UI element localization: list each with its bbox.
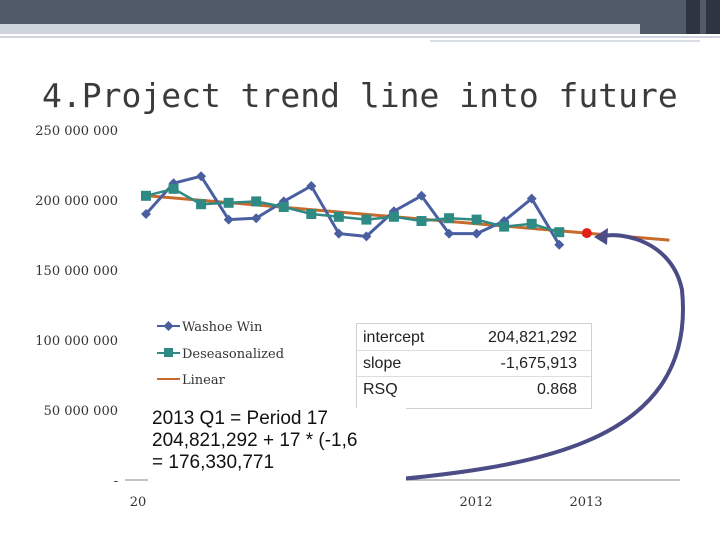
legend-marker — [164, 348, 173, 357]
slide-title: 4.Project trend line into future — [42, 76, 678, 115]
deseasonalized-point — [471, 214, 482, 225]
deseasonalized-point — [526, 218, 537, 229]
legend-label: Washoe Win — [182, 320, 263, 335]
washoe-win-point — [141, 209, 151, 219]
deseasonalized-series — [141, 183, 565, 238]
stats-value: 204,821,292 — [488, 329, 577, 346]
stats-value: 0.868 — [536, 381, 577, 398]
y-axis-ticks: 250 000 000 200 000 000 150 000 000 100 000… — [35, 124, 118, 489]
callout-arrow — [321, 233, 685, 489]
washoe-win-series — [141, 171, 565, 250]
washoe-win-point — [223, 214, 234, 225]
slide-header-corner — [686, 0, 700, 34]
stats-row-intercept: intercept 204,821,292 — [357, 328, 591, 351]
deseasonalized-point — [251, 196, 262, 207]
stats-label: RSQ — [363, 381, 398, 398]
legend-label: Linear — [182, 373, 226, 388]
stats-label: slope — [363, 355, 402, 372]
washoe-win-point — [196, 171, 207, 182]
deseasonalized-point — [388, 211, 399, 222]
note-line: 2013 Q1 = Period 17 — [152, 408, 328, 429]
deseasonalized-point — [499, 221, 510, 232]
legend-marker — [163, 321, 174, 331]
deseasonalized-point — [416, 216, 427, 226]
regression-stats-table: intercept 204,821,292 slope -1,675,913 R… — [356, 323, 592, 409]
x-tick-label: 2013 — [569, 495, 602, 510]
deseasonalized-line — [145, 187, 560, 234]
washoe-win-point — [416, 190, 427, 201]
legend-label: Deseasonalized — [182, 347, 284, 362]
deseasonalized-point — [196, 199, 207, 210]
deseasonalized-point — [306, 209, 317, 219]
deseasonalized-point — [361, 214, 372, 225]
washoe-win-point — [554, 239, 565, 250]
deseasonalized-point — [141, 190, 151, 201]
stats-row-rsq: RSQ 0.868 — [357, 380, 591, 402]
slide-header-band — [0, 24, 640, 34]
washoe-win-point — [526, 193, 537, 204]
washoe-win-point — [306, 181, 317, 191]
deseasonalized-point — [333, 211, 344, 222]
note-line: 204,821,292 + 17 * (-1,6 — [152, 430, 358, 451]
forecast-calculation-note: 2013 Q1 = Period 17 204,821,292 + 17 * (… — [148, 408, 406, 496]
deseasonalized-point — [278, 202, 289, 212]
chart-legend: Washoe Win Deseasonalized Linear — [157, 320, 284, 388]
deseasonalized-point — [223, 197, 234, 208]
callout-arrow-head — [594, 228, 608, 245]
note-line: = 176,330,771 — [152, 452, 275, 473]
deseasonalized-point — [554, 227, 565, 238]
x-tick-label: 20 — [130, 495, 147, 510]
deseasonalized-point — [444, 213, 455, 224]
y-tick-label: 100 000 000 — [35, 334, 118, 349]
forecast-point — [581, 228, 592, 239]
washoe-win-point — [333, 228, 344, 239]
callout-arrow-group — [321, 228, 685, 489]
y-tick-label: 50 000 000 — [44, 404, 118, 419]
x-axis-ticks: 20 2012 2013 — [130, 495, 603, 510]
y-tick-label: - — [114, 474, 118, 489]
stats-value: -1,675,913 — [500, 355, 577, 372]
washoe-win-point — [361, 231, 372, 242]
washoe-win-point — [471, 228, 482, 239]
deseasonalized-point — [168, 183, 179, 194]
y-tick-label: 250 000 000 — [35, 124, 118, 139]
y-tick-label: 200 000 000 — [35, 194, 118, 209]
stats-row-slope: slope -1,675,913 — [357, 354, 591, 377]
washoe-win-point — [444, 228, 455, 239]
forecast-point-group — [581, 228, 592, 239]
slide-header-stripe — [430, 40, 700, 42]
washoe-win-point — [251, 213, 262, 224]
y-tick-label: 150 000 000 — [35, 264, 118, 279]
washoe-win-line — [144, 174, 561, 246]
stats-label: intercept — [363, 329, 425, 346]
x-tick-label: 2012 — [459, 495, 492, 510]
slide-header-stripe — [0, 36, 720, 38]
slide-header-corner — [706, 0, 720, 34]
